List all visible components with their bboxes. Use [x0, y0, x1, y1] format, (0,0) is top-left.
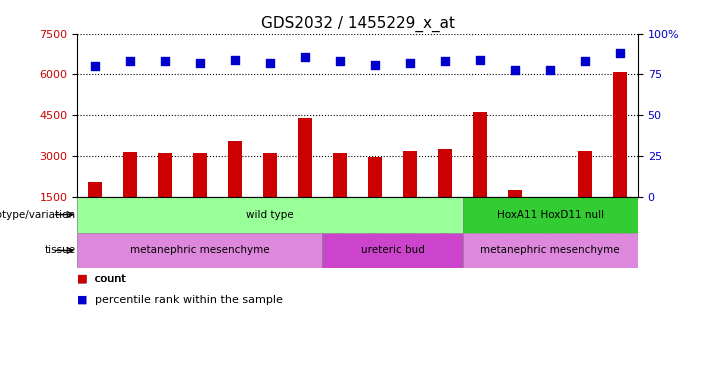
Bar [543, 196, 557, 222]
Text: ■: ■ [77, 274, 88, 284]
Title: GDS2032 / 1455229_x_at: GDS2032 / 1455229_x_at [261, 16, 454, 32]
Bar [263, 153, 277, 196]
Bar [298, 118, 312, 196]
Bar [508, 190, 522, 196]
Text: wild type: wild type [246, 210, 294, 220]
Point [475, 57, 486, 63]
Point [615, 50, 626, 56]
Bar [333, 153, 347, 196]
Point [229, 57, 240, 63]
Bar [473, 112, 487, 196]
Text: ■: ■ [77, 295, 88, 304]
Bar [77, 232, 322, 268]
Text: HoxA11 HoxD11 null: HoxA11 HoxD11 null [497, 210, 604, 220]
Text: count: count [95, 274, 126, 284]
Point [194, 60, 205, 66]
Point [580, 58, 591, 64]
Text: ■  count: ■ count [77, 274, 126, 284]
Point [89, 63, 100, 69]
Point [334, 58, 346, 64]
Bar [463, 196, 638, 232]
Point [404, 60, 416, 66]
Point [510, 67, 521, 73]
Bar [463, 232, 638, 268]
Text: metanephric mesenchyme: metanephric mesenchyme [480, 245, 620, 255]
Text: tissue: tissue [44, 245, 75, 255]
Bar [613, 72, 627, 196]
Bar [578, 150, 592, 196]
Point [124, 58, 135, 64]
Bar [403, 150, 417, 196]
Point [299, 54, 311, 60]
Bar [88, 182, 102, 196]
Bar [438, 149, 452, 196]
Text: ureteric bud: ureteric bud [360, 245, 425, 255]
Point [545, 67, 556, 73]
Bar [158, 153, 172, 196]
Bar [322, 232, 463, 268]
Bar [193, 153, 207, 196]
Bar [228, 141, 242, 196]
Text: percentile rank within the sample: percentile rank within the sample [95, 295, 283, 304]
Point [369, 62, 381, 68]
Bar [123, 152, 137, 196]
Text: genotype/variation: genotype/variation [0, 210, 75, 220]
Point [264, 60, 275, 66]
Point [440, 58, 451, 64]
Text: metanephric mesenchyme: metanephric mesenchyme [130, 245, 270, 255]
Bar [77, 196, 463, 232]
Point [159, 58, 170, 64]
Bar [368, 157, 382, 196]
